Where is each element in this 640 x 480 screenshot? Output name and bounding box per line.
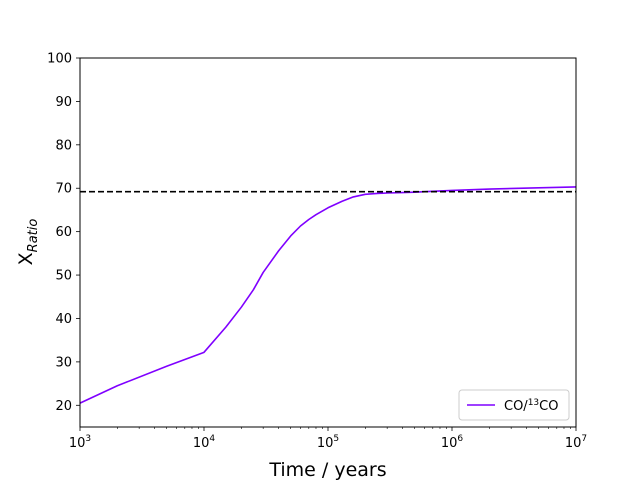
x-tick-label-exponent: 7 — [581, 434, 587, 444]
x-tick-label-base: 10 — [565, 436, 582, 451]
series-line-co-13co — [79, 186, 577, 404]
x-tick-label-base: 10 — [69, 436, 86, 451]
y-tick-label: 50 — [55, 269, 72, 284]
legend-box — [458, 389, 570, 421]
x-tick-label: 104 — [193, 434, 216, 451]
x-tick-label-exponent: 3 — [85, 434, 91, 444]
x-tick-label-exponent: 4 — [209, 434, 215, 444]
series-layer — [79, 186, 577, 404]
x-axis-title: Time / years — [268, 459, 386, 480]
y-axis-title: XRatio — [15, 219, 41, 266]
x-tick-label: 106 — [441, 434, 464, 451]
y-tick-label: 80 — [55, 138, 72, 153]
x-tick-label: 103 — [69, 434, 91, 451]
x-tick-label-exponent: 6 — [457, 434, 463, 444]
x-tick-label-base: 10 — [441, 436, 458, 451]
y-tick-label: 100 — [47, 52, 72, 67]
y-tick-label: 30 — [55, 355, 72, 370]
plot-frame — [79, 57, 577, 428]
y-tick-label: 70 — [55, 182, 72, 197]
y-tick-label: 20 — [55, 399, 72, 414]
legend-label-co-13co: CO/13CO — [504, 398, 558, 414]
y-axis-title-subscript: Ratio — [26, 219, 41, 253]
x-tick-label-exponent: 5 — [333, 434, 339, 444]
legend-label-base: CO/ — [504, 399, 528, 414]
x-tick-label: 105 — [317, 434, 339, 451]
plot-area — [80, 58, 576, 427]
x-tick-label: 107 — [565, 434, 587, 451]
x-tick-label-base: 10 — [317, 436, 334, 451]
legend-label-sup: 13 — [528, 398, 539, 408]
y-tick-label: 40 — [55, 312, 72, 327]
legend: CO/13CO — [458, 389, 570, 421]
legend-label-tail: CO — [539, 399, 558, 414]
y-tick-label: 90 — [55, 95, 72, 110]
y-axis-title-base: X — [15, 252, 37, 265]
x-tick-label-base: 10 — [193, 436, 210, 451]
y-tick-label: 60 — [55, 225, 72, 240]
